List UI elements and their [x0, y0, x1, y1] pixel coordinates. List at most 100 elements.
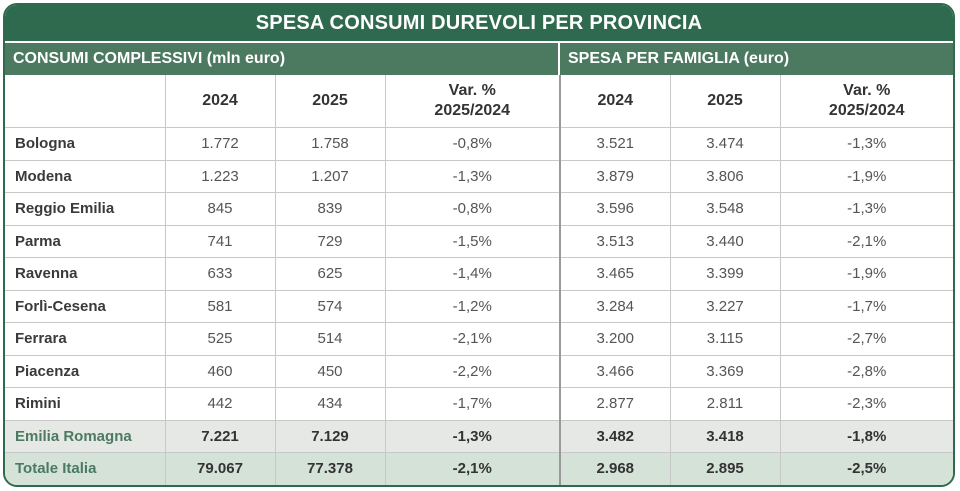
header-consumi-2024: 2024 [165, 75, 276, 128]
cell-f2025: 3.369 [670, 355, 781, 388]
total-region-row: Emilia Romagna 7.221 7.129 -1,3% 3.482 3.418-… [5, 420, 953, 453]
header-consumi-var: Var. % 2025/2024 [385, 75, 561, 128]
table-title: SPESA CONSUMI DUREVOLI PER PROVINCIA [5, 5, 953, 41]
cell-f2025: 3.227 [670, 290, 781, 323]
cell-fvar: -2,8% [780, 355, 953, 388]
cell-name: Parma [5, 225, 166, 258]
cell-c2024: 525 [165, 322, 276, 356]
cell-fvar: -2,7% [780, 322, 953, 356]
cell-c2024: 1.223 [165, 160, 276, 193]
cell-f2025: 3.806 [670, 160, 781, 193]
cell-name: Ferrara [5, 322, 166, 356]
cell-c2024: 7.221 [165, 420, 276, 453]
cell-cvar: -2,2% [385, 355, 561, 388]
cell-c2025: 514 [275, 322, 386, 356]
cell-cvar: -2,1% [385, 322, 561, 356]
cell-name: Totale Italia [5, 452, 166, 485]
cell-fvar: -2,5% [780, 452, 953, 485]
cell-c2025: 7.129 [275, 420, 386, 453]
cell-c2025: 1.207 [275, 160, 386, 193]
cell-cvar: -1,3% [385, 160, 561, 193]
cell-fvar: -1,9% [780, 257, 953, 291]
cell-name: Modena [5, 160, 166, 193]
cell-name: Forlì-Cesena [5, 290, 166, 323]
cell-c2025: 625 [275, 257, 386, 291]
cell-cvar: -1,2% [385, 290, 561, 323]
cell-f2024: 3.513 [560, 225, 671, 258]
cell-f2024: 2.968 [560, 452, 671, 485]
cell-f2025: 3.548 [670, 192, 781, 226]
cell-c2025: 434 [275, 387, 386, 421]
cell-f2025: 3.115 [670, 322, 781, 356]
cell-fvar: -1,7% [780, 290, 953, 323]
header-name [5, 75, 166, 128]
cell-c2025: 1.758 [275, 127, 386, 161]
header-famiglia-var: Var. % 2025/2024 [780, 75, 953, 128]
cell-c2025: 450 [275, 355, 386, 388]
cell-c2024: 633 [165, 257, 276, 291]
table-row: Ravenna 633 625 -1,4% 3.465 3.399 -1,9% [5, 257, 953, 291]
cell-cvar: -1,7% [385, 387, 561, 421]
table-row: Reggio Emilia 845 839 -0,8% 3.596 3.548 -1,3% [5, 192, 953, 226]
cell-cvar: -0,8% [385, 192, 561, 226]
table-row: Parma 741 729 -1,5% 3.513 3.440 -2,1% [5, 225, 953, 258]
cell-name: Rimini [5, 387, 166, 421]
cell-f2025: 3.440 [670, 225, 781, 258]
cell-c2025: 574 [275, 290, 386, 323]
cell-c2024: 581 [165, 290, 276, 323]
cell-f2024: 3.521 [560, 127, 671, 161]
cell-c2025: 839 [275, 192, 386, 226]
header-consumi-2025: 2025 [275, 75, 386, 128]
table-row: Forlì-Cesena 581 574 -1,2% 3.284 3.227 -1,7% [5, 290, 953, 323]
cell-cvar: -1,3% [385, 420, 561, 453]
cell-fvar: -2,1% [780, 225, 953, 258]
cell-cvar: -1,4% [385, 257, 561, 291]
data-table: 2024 2025 Var. % 2025/2024 2024 2025 Var.… [5, 75, 953, 485]
table-row: Rimini 442 434 -1,7% 2.877 2.811 -2,3% [5, 387, 953, 421]
cell-cvar: -2,1% [385, 452, 561, 485]
header-famiglia-2024: 2024 [560, 75, 671, 128]
cell-fvar: -1,3% [780, 192, 953, 226]
table-row: Modena 1.223 1.207 -1,3% 3.879 3.806 -1,9% [5, 160, 953, 193]
table-row: Ferrara 525 514 -2,1% 3.200 3.115 -2,7% [5, 322, 953, 356]
section-spesa-per-famiglia: SPESA PER FAMIGLIA (euro) [560, 43, 953, 75]
cell-f2024: 3.466 [560, 355, 671, 388]
cell-name: Piacenza [5, 355, 166, 388]
cell-f2025: 3.418 [670, 420, 781, 453]
cell-f2025: 2.895 [670, 452, 781, 485]
column-header-row: 2024 2025 Var. % 2025/2024 2024 2025 Var.… [5, 75, 953, 128]
cell-f2025: 3.399 [670, 257, 781, 291]
table-row: Bologna 1.772 1.758 -0,8% 3.521 3.474 -1,3% [5, 127, 953, 161]
cell-c2024: 442 [165, 387, 276, 421]
cell-c2024: 1.772 [165, 127, 276, 161]
cell-f2024: 3.596 [560, 192, 671, 226]
cell-name: Emilia Romagna [5, 420, 166, 453]
cell-c2024: 845 [165, 192, 276, 226]
cell-f2024: 2.877 [560, 387, 671, 421]
cell-c2024: 79.067 [165, 452, 276, 485]
cell-f2024: 3.284 [560, 290, 671, 323]
cell-cvar: -1,5% [385, 225, 561, 258]
cell-c2024: 741 [165, 225, 276, 258]
cell-fvar: -1,3% [780, 127, 953, 161]
section-headers: CONSUMI COMPLESSIVI (mln euro) SPESA PER… [5, 41, 953, 75]
cell-fvar: -1,9% [780, 160, 953, 193]
cell-name: Bologna [5, 127, 166, 161]
cell-cvar: -0,8% [385, 127, 561, 161]
cell-f2024: 3.482 [560, 420, 671, 453]
cell-f2024: 3.879 [560, 160, 671, 193]
cell-c2025: 729 [275, 225, 386, 258]
cell-f2024: 3.465 [560, 257, 671, 291]
section-consumi-complessivi: CONSUMI COMPLESSIVI (mln euro) [5, 43, 560, 75]
cell-c2025: 77.378 [275, 452, 386, 485]
table-card: SPESA CONSUMI DUREVOLI PER PROVINCIA CON… [3, 3, 955, 487]
header-famiglia-2025: 2025 [670, 75, 781, 128]
cell-f2025: 2.811 [670, 387, 781, 421]
table-row: Piacenza 460 450 -2,2% 3.466 3.369 -2,8% [5, 355, 953, 388]
cell-f2025: 3.474 [670, 127, 781, 161]
cell-c2024: 460 [165, 355, 276, 388]
cell-fvar: -1,8% [780, 420, 953, 453]
cell-name: Reggio Emilia [5, 192, 166, 226]
cell-fvar: -2,3% [780, 387, 953, 421]
total-italy-row: Totale Italia 79.067 77.378 -2,1% 2.968 2.895… [5, 452, 953, 485]
